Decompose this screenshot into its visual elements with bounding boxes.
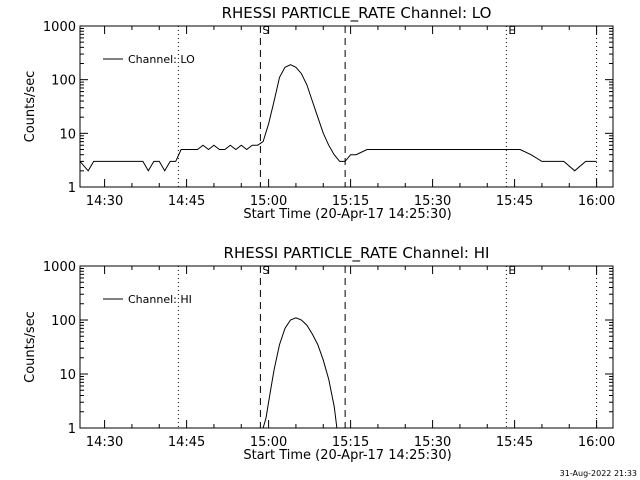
panel-2-legend-label: Channel: HI xyxy=(128,293,192,306)
panel-2-x-tick-label: 15:00 xyxy=(250,435,287,450)
panel-1-x-tick-label: 15:00 xyxy=(250,194,287,209)
panel-1-x-tick-label: 15:15 xyxy=(332,194,369,209)
panel-2-x-tick-label: 14:30 xyxy=(86,435,123,450)
panel-2-y-tick-label: 10 xyxy=(59,368,76,383)
panel-2-series-line xyxy=(262,317,338,428)
footer-timestamp: 31-Aug-2022 21:33 xyxy=(560,469,637,478)
panel-1-marker-label: E xyxy=(508,24,515,37)
panel-1-x-tick-label: 15:30 xyxy=(414,194,451,209)
panel-2-x-tick-label: 15:15 xyxy=(332,435,369,450)
panel-2-y-tick-label: 1000 xyxy=(43,260,76,275)
panel-1-legend-label: Channel: LO xyxy=(128,53,195,66)
panel-1-series-line xyxy=(80,64,597,172)
panel-2-x-tick-label: 16:00 xyxy=(578,435,615,450)
panel-2-marker-label: S xyxy=(262,264,269,277)
panel-1-marker-label: S xyxy=(262,24,269,37)
panel-2-chart-title: RHESSI PARTICLE_RATE Channel: HI xyxy=(224,244,490,263)
panel-1-chart-title: RHESSI PARTICLE_RATE Channel: LO xyxy=(222,4,492,23)
panel-1-y-tick-label: 100 xyxy=(51,74,76,89)
panel-1-y-axis-label: Counts/sec xyxy=(23,71,38,143)
panel-1-x-tick-label: 14:30 xyxy=(86,194,123,209)
panel-1-x-tick-label: 14:45 xyxy=(168,194,205,209)
panel-2-plot-frame xyxy=(79,265,614,429)
panel-1-y-tick-label: 1 xyxy=(68,181,76,196)
panel-1-y-tick-label: 10 xyxy=(59,127,76,142)
panel-2-y-axis-label: Counts/sec xyxy=(23,311,38,383)
panel-1-x-tick-label: 15:45 xyxy=(496,194,533,209)
panel-1-x-axis-label: Start Time (20-Apr-17 14:25:30) xyxy=(243,207,451,222)
panel-2-x-axis-label: Start Time (20-Apr-17 14:25:30) xyxy=(243,448,451,463)
panel-2-y-tick-label: 1 xyxy=(68,422,76,437)
panel-2-x-tick-label: 15:30 xyxy=(414,435,451,450)
panel-1-plot-frame xyxy=(79,25,614,188)
panel-2-y-tick-label: 100 xyxy=(51,314,76,329)
panel-1-y-tick-label: 1000 xyxy=(43,20,76,35)
panel-1-x-tick-label: 16:00 xyxy=(578,194,615,209)
panel-2-x-tick-label: 15:45 xyxy=(496,435,533,450)
panel-2-marker-label: E xyxy=(508,264,515,277)
panel-2-x-tick-label: 14:45 xyxy=(168,435,205,450)
